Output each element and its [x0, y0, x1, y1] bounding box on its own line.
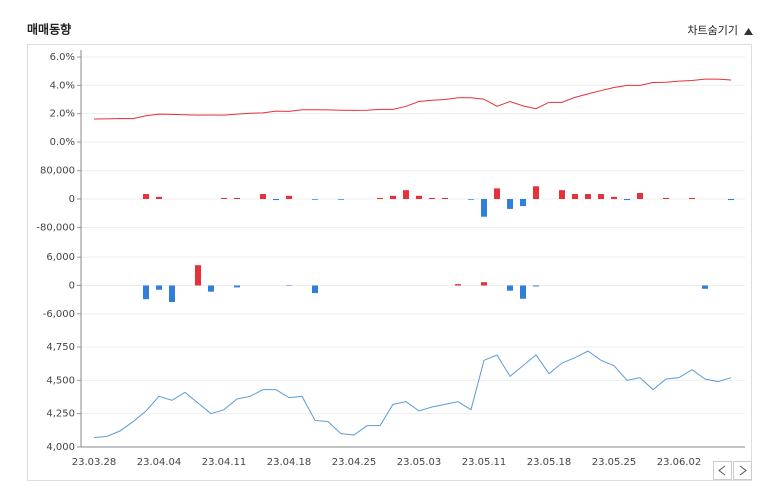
x-tick-label: 23.06.02 — [657, 457, 702, 468]
x-tick-label: 23.03.28 — [72, 457, 117, 468]
bar — [702, 285, 708, 289]
bar — [338, 199, 344, 200]
bar — [689, 197, 695, 199]
prev-icon[interactable] — [718, 465, 726, 476]
bar — [260, 194, 266, 199]
y-tick-label: -80,000 — [36, 222, 75, 233]
y-tick-label: 4,750 — [46, 342, 75, 353]
bar — [403, 190, 409, 199]
bar — [520, 199, 526, 207]
bar — [572, 194, 578, 199]
bar — [143, 194, 149, 199]
bar — [195, 265, 201, 286]
y-tick-label: 0 — [69, 194, 75, 205]
bar — [585, 194, 591, 199]
next-icon[interactable] — [739, 465, 747, 476]
y-tick-label: 4.0% — [50, 80, 75, 91]
bar — [507, 199, 513, 209]
bar — [559, 190, 565, 199]
x-tick-label: 23.05.03 — [397, 457, 442, 468]
bar — [169, 285, 175, 303]
x-tick-label: 23.04.25 — [332, 457, 377, 468]
bar — [390, 195, 396, 199]
y-tick-label: 4,250 — [46, 409, 75, 420]
bar — [234, 285, 240, 288]
bar — [455, 284, 461, 286]
x-tick-label: 23.05.25 — [592, 457, 637, 468]
bar — [273, 199, 279, 201]
y-tick-label: 6.0% — [50, 52, 75, 63]
bar — [624, 199, 630, 201]
bar — [533, 285, 539, 287]
y-tick-label: 0.0% — [50, 137, 75, 148]
y-tick-label: 6,000 — [46, 252, 75, 263]
bar — [429, 197, 435, 199]
bar — [377, 197, 383, 199]
next-button[interactable] — [733, 461, 752, 480]
bar — [481, 199, 487, 217]
bar — [468, 199, 474, 200]
bar — [208, 285, 214, 292]
chart-frame — [27, 44, 752, 481]
bar — [416, 195, 422, 199]
prev-button[interactable] — [713, 461, 732, 480]
bar — [221, 197, 227, 199]
toggle-icon[interactable] — [744, 28, 753, 35]
bar — [611, 196, 617, 199]
plot-area: 0.0% 2.0% 4.0% 6.0% -80,000 0 80,000 -6,000 0 6,0… — [36, 50, 745, 468]
bar — [494, 188, 500, 199]
y-tick-label: 4,500 — [46, 375, 75, 386]
x-tick-label: 23.04.11 — [202, 457, 247, 468]
bar — [520, 285, 526, 299]
line-series — [93, 78, 732, 120]
x-tick-label: 23.05.18 — [527, 457, 572, 468]
bar — [507, 285, 513, 291]
bar — [637, 192, 643, 199]
bar — [533, 186, 539, 199]
y-tick-label: 4,000 — [46, 442, 75, 453]
section-title: 매매동향 — [27, 22, 71, 37]
line-series — [93, 350, 732, 439]
bar — [663, 197, 669, 199]
y-tick-label: 80,000 — [40, 166, 75, 177]
bar — [481, 282, 487, 286]
bar — [728, 199, 734, 201]
bar — [286, 195, 292, 199]
x-tick-label: 23.04.18 — [267, 457, 312, 468]
y-tick-label: 0 — [69, 281, 75, 292]
bar — [156, 196, 162, 199]
bar — [598, 194, 604, 199]
bar — [442, 197, 448, 199]
bar — [156, 285, 162, 290]
x-tick-label: 23.04.04 — [137, 457, 182, 468]
toggle-chart[interactable]: 차트숨기기 — [687, 24, 738, 37]
y-tick-label: -6,000 — [43, 309, 75, 320]
bar — [143, 285, 149, 300]
x-tick-label: 23.05.11 — [462, 457, 507, 468]
bar — [312, 199, 318, 200]
y-tick-label: 2.0% — [50, 109, 75, 120]
bar — [234, 197, 240, 199]
bar — [312, 285, 318, 294]
